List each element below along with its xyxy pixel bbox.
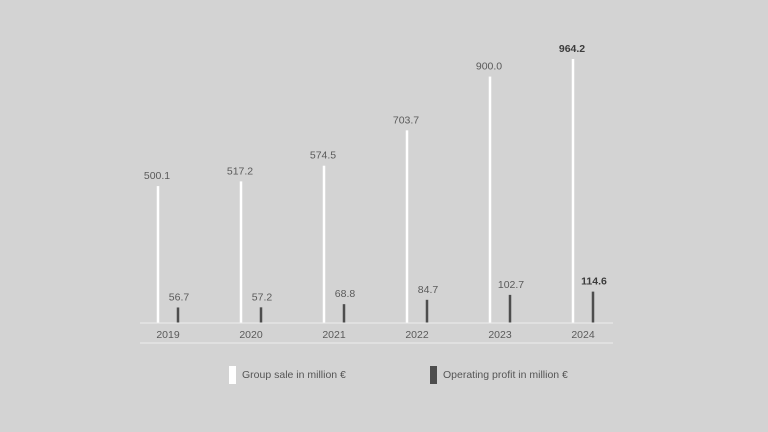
- profit-value-label-2020: 57.2: [252, 291, 273, 303]
- sales-bar-2023: [488, 76, 492, 323]
- sales-value-label-2022: 703.7: [393, 114, 419, 126]
- profit-bar-2020: [259, 307, 263, 323]
- sales-bar-2019: [156, 186, 160, 323]
- x-tick-2020: 2020: [239, 329, 263, 341]
- sales-value-label-2024: 964.2: [559, 43, 585, 55]
- profit-bar-2022: [425, 299, 429, 323]
- legend-item-sales: Group sale in million €: [229, 366, 346, 384]
- legend-label-profit: Operating profit in million €: [443, 369, 568, 381]
- x-tick-labels: 2019 2020 2021 2022 2023 2024: [156, 329, 595, 341]
- profit-value-label-2019: 56.7: [169, 291, 190, 303]
- profit-value-label-2024: 114.6: [581, 276, 607, 288]
- profit-value-label-2022: 84.7: [418, 284, 439, 296]
- legend-label-sales: Group sale in million €: [242, 369, 346, 381]
- legend-swatch-profit: [430, 366, 437, 384]
- sales-bar-2020: [239, 181, 243, 323]
- profit-value-label-2023: 102.7: [498, 279, 524, 291]
- x-tick-2022: 2022: [405, 329, 429, 341]
- profit-bar-2023: [508, 294, 512, 323]
- sales-value-label-2019: 500.1: [144, 170, 170, 182]
- sales-value-label-2020: 517.2: [227, 165, 253, 177]
- profit-value-label-2021: 68.8: [335, 288, 356, 300]
- x-tick-2024: 2024: [571, 329, 595, 341]
- legend-swatch-sales: [229, 366, 236, 384]
- profit-bar-2021: [342, 304, 346, 323]
- sales-bar-2021: [322, 165, 326, 323]
- sales-value-label-2021: 574.5: [310, 150, 336, 162]
- profit-bar-2024: [591, 291, 595, 323]
- sales-bar-2024: [571, 59, 575, 323]
- bars-layer: 500.1 56.7 517.2 57.2 574.5 68.8 703.7 84.7 900.…: [144, 43, 607, 323]
- x-tick-2019: 2019: [156, 329, 180, 341]
- profit-bar-2019: [176, 307, 180, 323]
- sales-value-label-2023: 900.0: [476, 61, 502, 73]
- x-tick-2021: 2021: [322, 329, 346, 341]
- sales-bar-2022: [405, 130, 409, 323]
- legend-item-profit: Operating profit in million €: [430, 366, 568, 384]
- x-tick-2023: 2023: [488, 329, 512, 341]
